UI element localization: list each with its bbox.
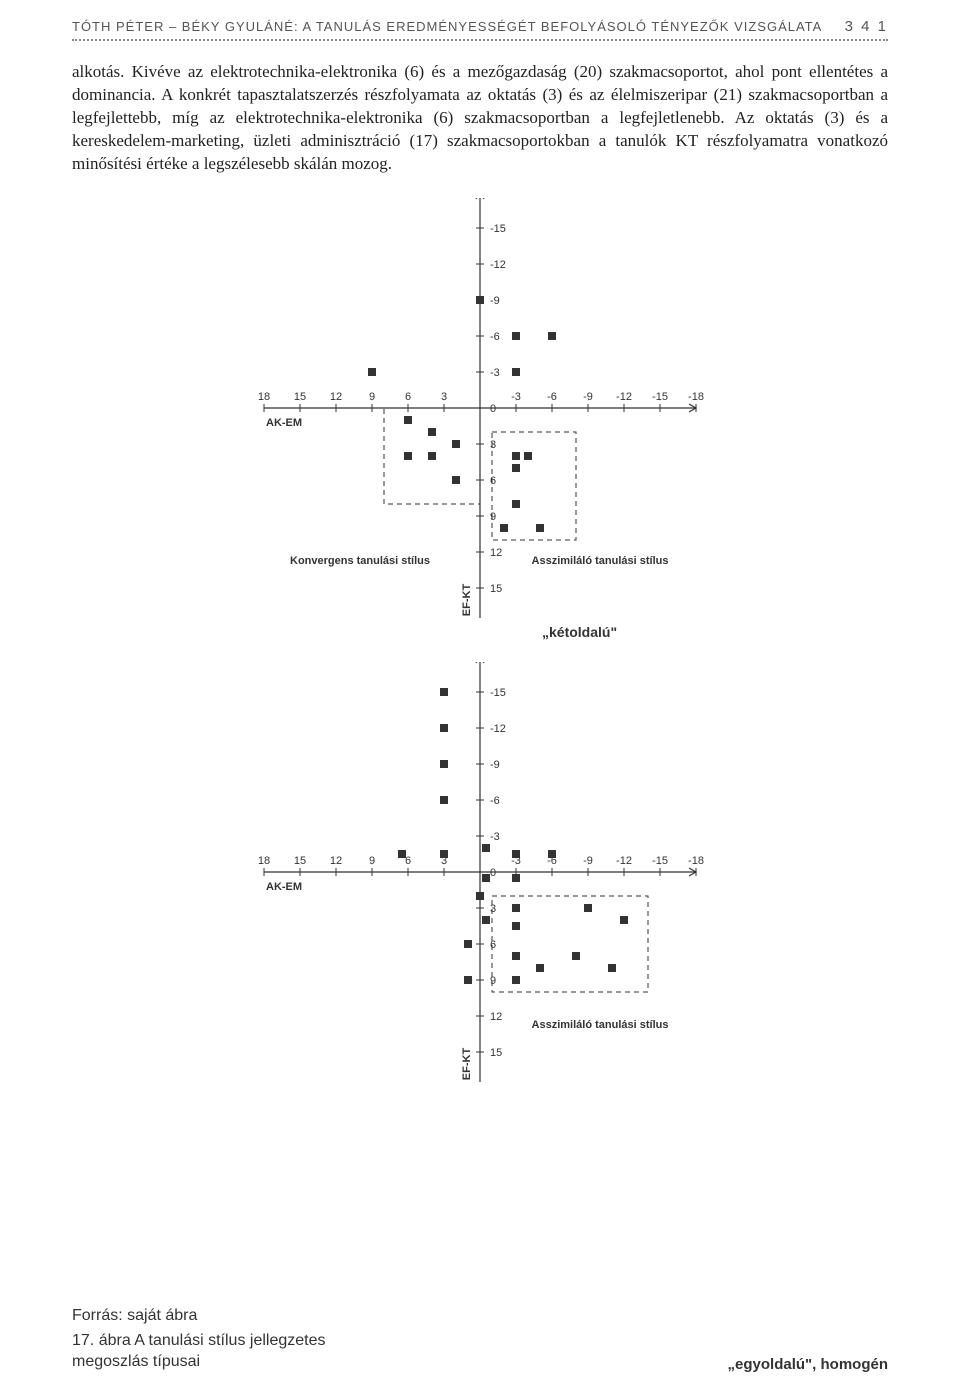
body-paragraph: alkotás. Kivéve az elektrotechnika-elekt… [72, 61, 888, 176]
svg-text:Asszimiláló tanulási stílus: Asszimiláló tanulási stílus [532, 555, 669, 567]
svg-text:-12: -12 [490, 259, 506, 271]
svg-text:-15: -15 [652, 391, 668, 403]
svg-text:15: 15 [294, 855, 306, 867]
svg-text:12: 12 [490, 1011, 502, 1023]
running-head: TÓTH PÉTER – BÉKY GYULÁNÉ: A TANULÁS ERE… [72, 18, 888, 35]
scatter-chart-egyoldalu: 181512963-3-6-9-12-15-18-18-15-12-9-6-30… [220, 662, 740, 1082]
svg-text:Konvergens tanulási stílus: Konvergens tanulási stílus [290, 555, 430, 567]
svg-text:6: 6 [490, 475, 496, 487]
svg-text:3: 3 [490, 903, 496, 915]
svg-text:-18: -18 [688, 855, 704, 867]
svg-text:-6: -6 [490, 331, 500, 343]
svg-text:9: 9 [490, 511, 496, 523]
svg-text:3: 3 [441, 391, 447, 403]
svg-text:-9: -9 [583, 855, 593, 867]
svg-text:-9: -9 [583, 391, 593, 403]
svg-text:18: 18 [258, 855, 270, 867]
page-number: 3 4 1 [845, 18, 888, 35]
svg-text:-3: -3 [511, 391, 521, 403]
source-text: Forrás: saját ábra [72, 1307, 197, 1325]
svg-text:6: 6 [490, 939, 496, 951]
svg-text:9: 9 [490, 975, 496, 987]
svg-text:12: 12 [330, 391, 342, 403]
figure-caption: 17. ábra A tanulási stílus jellegzetes m… [72, 1331, 372, 1373]
svg-text:-12: -12 [490, 723, 506, 735]
chart2-svg: 181512963-3-6-9-12-15-18-18-15-12-9-6-30… [220, 662, 740, 1082]
header-rule [72, 39, 888, 41]
svg-text:0: 0 [490, 867, 496, 879]
svg-text:AK-EM: AK-EM [266, 881, 302, 893]
svg-text:EF-KT: EF-KT [461, 583, 473, 616]
svg-text:-3: -3 [490, 367, 500, 379]
header-title: TÓTH PÉTER – BÉKY GYULÁNÉ: A TANULÁS ERE… [72, 19, 822, 34]
svg-text:-12: -12 [616, 855, 632, 867]
svg-text:-15: -15 [490, 223, 506, 235]
svg-text:-6: -6 [490, 795, 500, 807]
svg-text:12: 12 [330, 855, 342, 867]
svg-text:EF-KT: EF-KT [461, 1047, 473, 1080]
svg-text:AK-EM: AK-EM [266, 417, 302, 429]
chart1-caption: „kétoldalú" [542, 624, 888, 640]
chart2-caption: „egyoldalú", homogén [728, 1356, 888, 1373]
svg-text:-18: -18 [490, 198, 506, 199]
svg-text:Asszimiláló tanulási stílus: Asszimiláló tanulási stílus [532, 1019, 669, 1031]
svg-text:-6: -6 [547, 391, 557, 403]
svg-text:-12: -12 [616, 391, 632, 403]
svg-text:-18: -18 [688, 391, 704, 403]
source-row: Forrás: saját ábra [72, 1307, 888, 1325]
svg-text:0: 0 [490, 403, 496, 415]
svg-text:-18: -18 [490, 662, 506, 663]
svg-text:9: 9 [369, 391, 375, 403]
svg-text:3: 3 [490, 439, 496, 451]
svg-text:15: 15 [490, 583, 502, 595]
svg-text:-9: -9 [490, 759, 500, 771]
svg-text:15: 15 [294, 391, 306, 403]
svg-text:12: 12 [490, 547, 502, 559]
svg-text:-9: -9 [490, 295, 500, 307]
svg-text:9: 9 [369, 855, 375, 867]
figure-caption-row: 17. ábra A tanulási stílus jellegzetes m… [72, 1331, 888, 1373]
svg-text:-15: -15 [490, 687, 506, 699]
chart1-svg: 18 15 12 9 6 3 -3 -6 -9 -12 -15 -18 -18 -15 -12 -9 -6 -3 0… [220, 198, 740, 618]
svg-text:6: 6 [405, 391, 411, 403]
svg-text:18: 18 [258, 391, 270, 403]
svg-text:-15: -15 [652, 855, 668, 867]
svg-text:-3: -3 [490, 831, 500, 843]
scatter-chart-ketoldalu: 18 15 12 9 6 3 -3 -6 -9 -12 -15 -18 -18 -15 -12 -9 -6 -3 0… [220, 198, 740, 618]
svg-text:15: 15 [490, 1047, 502, 1059]
